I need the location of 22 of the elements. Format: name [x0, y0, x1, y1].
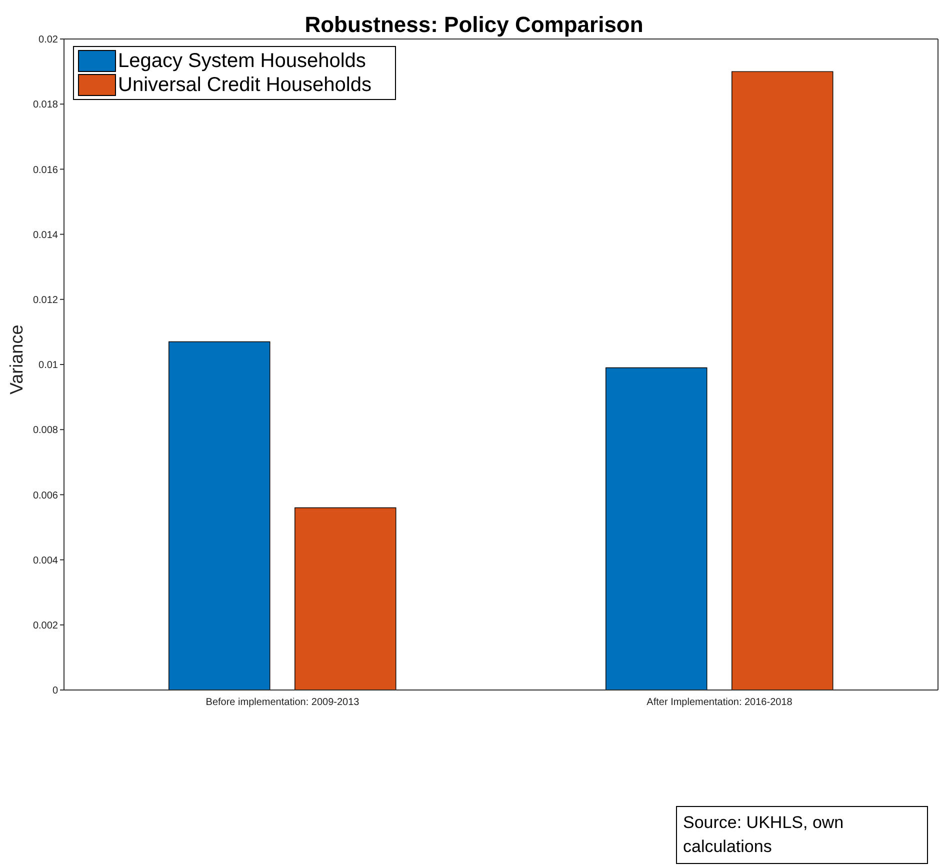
y-tick-label: 0.008: [32, 425, 58, 436]
y-tick-label: 0: [52, 686, 58, 697]
y-tick-label: 0.012: [32, 294, 58, 306]
y-tick-label: 0.02: [38, 34, 58, 46]
bar: [606, 367, 708, 690]
x-tick-label: After Implementation: 2016-2018: [646, 697, 793, 708]
legend-label: Universal Credit Households: [118, 73, 372, 97]
y-tick-label: 0.002: [32, 620, 58, 632]
bar: [732, 71, 834, 690]
bar: [294, 507, 396, 690]
y-tick-label: 0.006: [32, 490, 58, 502]
bar: [168, 341, 270, 690]
x-tick-label: Before implementation: 2009-2013: [206, 697, 360, 708]
legend-label: Legacy System Households: [118, 49, 366, 73]
y-tick-label: 0.01: [38, 360, 58, 372]
y-tick-label: 0.016: [32, 164, 58, 176]
chart-title: Robustness: Policy Comparison: [304, 12, 644, 37]
y-tick-label: 0.014: [32, 230, 58, 241]
y-tick-label: 0.004: [32, 555, 58, 566]
source-note: Source: UKHLS, own calculations: [676, 806, 928, 864]
y-axis-title: Variance: [6, 324, 26, 394]
y-tick-label: 0.018: [32, 100, 58, 111]
